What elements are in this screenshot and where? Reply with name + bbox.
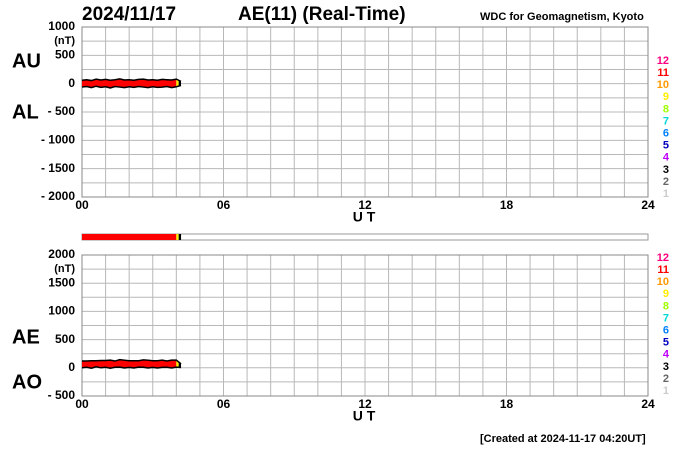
station-legend-label: 5 [663,337,669,349]
x-tick-label: 18 [500,198,514,212]
x-tick-label: 06 [217,198,231,212]
y-tick-label: 0 [68,76,75,90]
y-tick-label: - 500 [48,388,76,402]
x-tick-label: 18 [500,397,514,411]
x-tick-label: 12 [358,198,372,212]
series-line [81,366,182,369]
station-legend-label: 2 [663,373,669,385]
y-tick-label: 1000 [48,19,75,33]
date: 2024/11/17 [82,4,176,25]
station-fill [82,359,177,369]
x-axis-label: U T [353,408,376,424]
unit-label: (nT) [54,263,75,275]
station-legend-label: 1 [663,385,669,397]
station-legend-label: 6 [663,128,669,140]
series-label: AE [12,326,40,348]
y-tick-label: - 2000 [41,189,75,203]
x-tick-label: 12 [358,397,372,411]
station-legend-label: 10 [657,79,669,91]
x-tick-label: 24 [641,198,655,212]
station-segment [82,234,177,240]
created: [Created at 2024-11-17 04:20UT] [480,433,646,445]
y-tick-label: 2000 [48,247,75,261]
y-tick-label: - 1500 [41,161,75,175]
station-legend-label: 6 [663,325,669,337]
station-legend-label: 2 [663,176,669,188]
y-tick-label: - 1000 [41,133,75,147]
station-legend-label: 11 [657,264,669,276]
y-tick-label: - 500 [48,104,76,118]
y-tick-label: 1000 [48,304,75,318]
x-tick-label: 00 [75,198,89,212]
x-axis-label: U T [353,209,376,225]
station-legend-label: 7 [663,312,669,324]
series-line [82,358,182,365]
station-legend-label: 9 [663,288,669,300]
y-tick-label: 0 [68,360,75,374]
station-legend-label: 7 [663,115,669,127]
station-legend-label: 4 [663,152,670,164]
station-legend-label: 12 [657,252,669,264]
station-legend-label: 12 [657,55,669,67]
x-tick-label: 06 [217,397,231,411]
plot-frame [81,254,649,397]
station-segment [178,234,182,240]
series-label: AL [12,101,39,123]
station-legend-label: 4 [663,349,670,361]
plot-frame [81,26,649,198]
station-legend-label: 3 [663,361,669,373]
title: AE(11) (Real-Time) [238,4,406,25]
station-legend-label: 1 [663,188,669,200]
series-label: AU [12,50,41,72]
y-tick-label: 500 [55,48,75,62]
x-tick-label: 00 [75,397,89,411]
station-segment [176,234,179,240]
station-fill [82,78,177,88]
source: WDC for Geomagnetism, Kyoto [480,11,644,23]
x-tick-label: 24 [641,397,655,411]
station-fill [176,79,179,87]
series-line [81,84,182,89]
y-tick-label: 500 [55,332,75,346]
station-legend-label: 10 [657,276,669,288]
series-label: AO [12,371,42,393]
station-legend-label: 11 [657,67,669,79]
station-legend-label: 5 [663,140,669,152]
station-legend-label: 9 [663,91,669,103]
station-legend-label: 3 [663,164,669,176]
station-legend-label: 8 [663,103,669,115]
unit-label: (nT) [54,35,75,47]
y-tick-label: 1500 [48,275,75,289]
series-line [81,78,182,83]
station-legend-label: 8 [663,300,669,312]
